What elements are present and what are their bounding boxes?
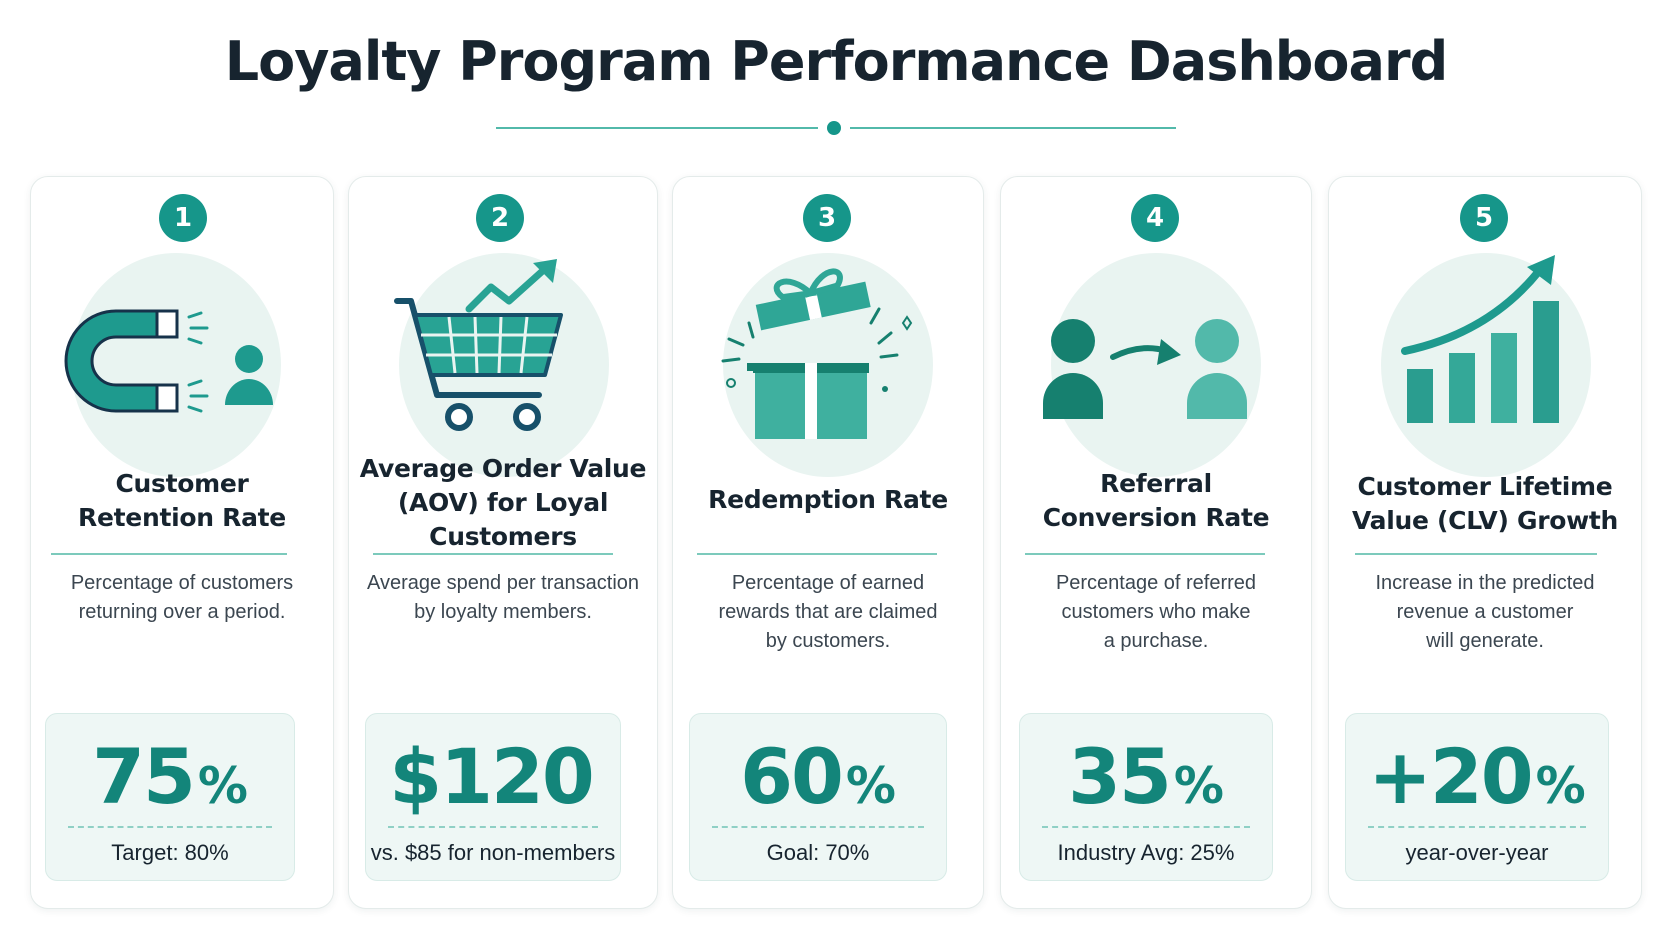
kpi-card-aov: 2 Average Order Value (AOV) for Loyal Cust… — [348, 176, 658, 909]
metric-box: 75% Target: 80% — [45, 713, 295, 881]
metric-note: year-over-year — [1405, 840, 1549, 865]
card-description: Average spend per transaction by loyalty … — [366, 572, 640, 623]
metric-value: $120 — [389, 732, 595, 821]
kpi-card-referral: 4 Referral Conversion Rate Percentage of … — [1000, 176, 1312, 909]
card-description: Percentage of referred customers who make… — [1055, 572, 1257, 652]
step-badge: 2 — [476, 194, 524, 242]
step-badge: 4 — [1131, 194, 1179, 242]
kpi-card-retention: 1 Customer Retention Rate Percentage of c… — [30, 176, 334, 909]
metric-box: +20% year-over-year — [1345, 713, 1609, 881]
card-title: Customer Retention Rate — [78, 469, 286, 532]
metric-note: Industry Avg: 25% — [1057, 840, 1235, 865]
metric-note: Goal: 70% — [766, 840, 870, 865]
step-badge: 3 — [803, 194, 851, 242]
shopping-cart-growth-icon — [394, 259, 563, 431]
page-title: Loyalty Program Performance Dashboard — [224, 30, 1449, 93]
gift-box-icon — [721, 268, 913, 439]
kpi-card-clv: 5 Customer Lifetime Value (CLV) Growth In… — [1328, 176, 1642, 909]
kpi-card-redemption: 3 Redemption Rate Percentage of earned re… — [672, 176, 984, 909]
step-badge: 5 — [1460, 194, 1508, 242]
card-title: Average Order Value (AOV) for Loyal Custom… — [359, 454, 647, 551]
metric-value: 75% — [92, 732, 248, 821]
bar-chart-growth-icon — [1401, 255, 1559, 423]
referral-people-icon — [1043, 319, 1247, 419]
card-title: Redemption Rate — [708, 485, 948, 514]
magnet-attract-person-icon — [64, 309, 273, 413]
metric-box: $120 vs. $85 for non-members — [365, 713, 621, 881]
title-divider — [496, 121, 1176, 135]
metric-note: vs. $85 for non-members — [370, 840, 616, 865]
metric-box: 35% Industry Avg: 25% — [1019, 713, 1273, 881]
card-description: Increase in the predicted revenue a custo… — [1375, 572, 1595, 652]
metric-value: 60% — [740, 732, 896, 821]
card-description: Percentage of customers returning over a … — [70, 572, 294, 623]
step-badge: 1 — [159, 194, 207, 242]
metric-box: 60% Goal: 70% — [689, 713, 947, 881]
card-description: Percentage of earned rewards that are cla… — [718, 572, 938, 652]
metric-note: Target: 80% — [111, 840, 229, 865]
metric-value: +20% — [1368, 732, 1586, 821]
card-title: Customer Lifetime Value (CLV) Growth — [1351, 472, 1619, 535]
metric-value: 35% — [1068, 732, 1224, 821]
card-title: Referral Conversion Rate — [1042, 469, 1270, 532]
